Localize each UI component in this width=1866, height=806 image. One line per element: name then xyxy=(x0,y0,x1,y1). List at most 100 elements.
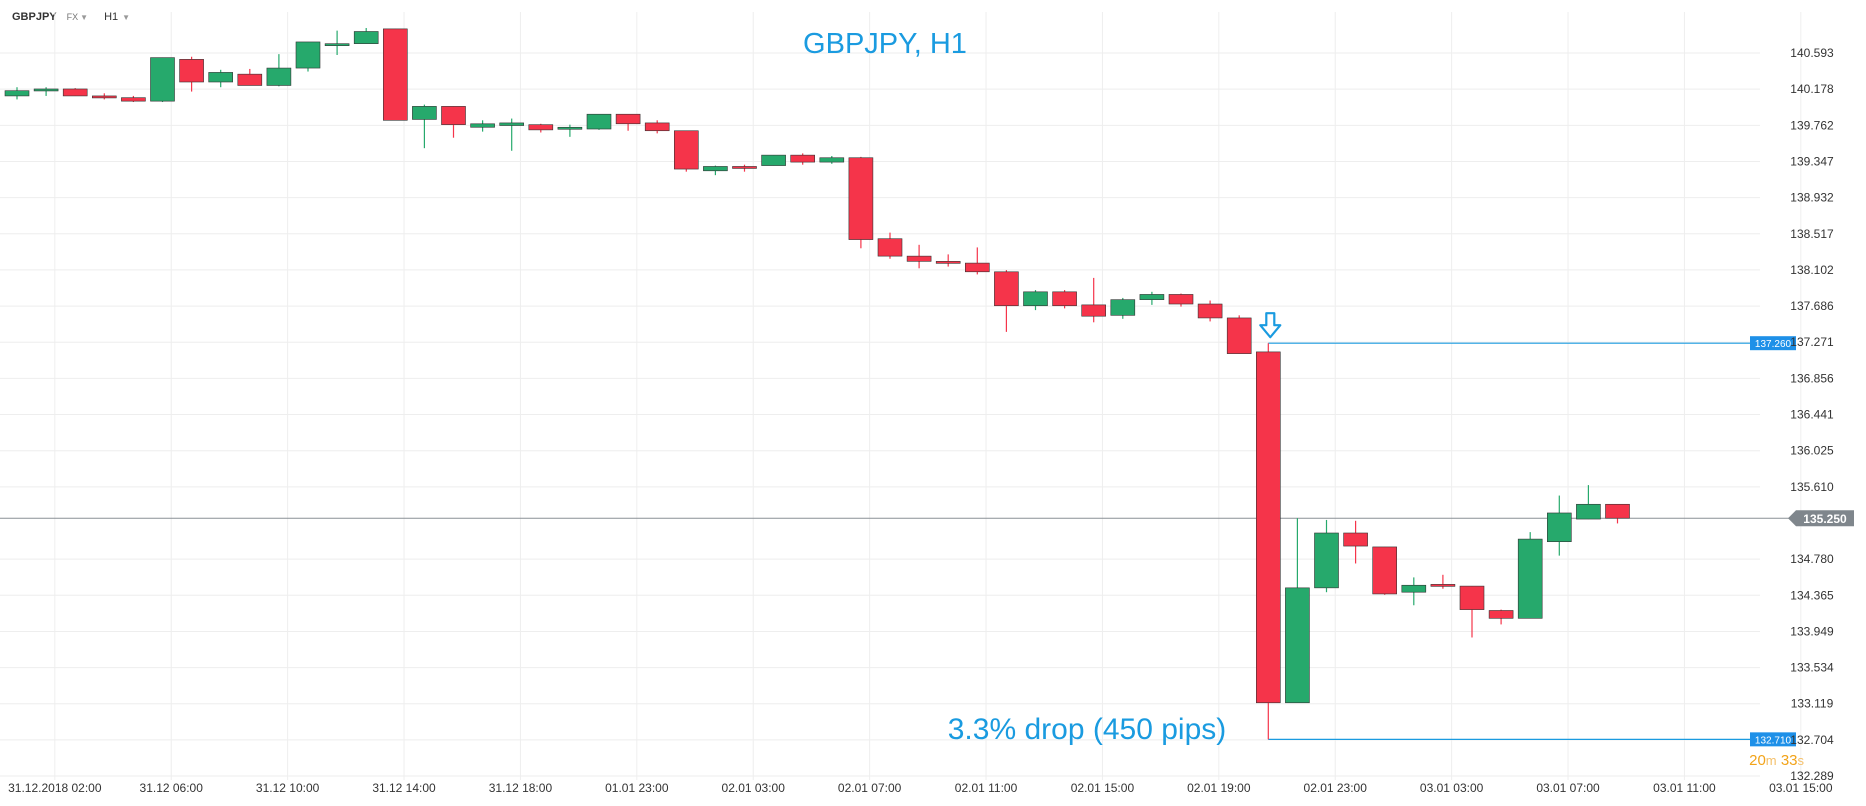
timeframe-dropdown-icon[interactable]: ▼ xyxy=(122,12,131,22)
candle[interactable] xyxy=(644,120,670,134)
candle[interactable] xyxy=(470,120,495,132)
chart-grid xyxy=(0,12,1802,780)
candle-body-down xyxy=(62,88,88,97)
candle-body-up xyxy=(295,41,321,69)
candle-body-down xyxy=(121,97,146,102)
candle[interactable] xyxy=(150,57,175,103)
current-price-label: 135.250 xyxy=(1803,512,1847,526)
candle[interactable] xyxy=(615,113,641,131)
candle[interactable] xyxy=(1547,495,1572,556)
candle[interactable] xyxy=(1430,574,1456,589)
timeframe-label[interactable]: H1 xyxy=(104,11,119,23)
chart-title: GBPJPY, H1 xyxy=(803,28,967,60)
countdown-minutes: 20 xyxy=(1749,752,1766,769)
candle[interactable] xyxy=(1052,290,1077,309)
candle-body-down xyxy=(1372,546,1397,595)
price-tick-label: 139.347 xyxy=(1790,154,1834,168)
candle[interactable] xyxy=(557,124,583,137)
candle[interactable] xyxy=(324,30,350,56)
candle[interactable] xyxy=(1226,315,1252,354)
time-tick-label: 02.01 19:00 xyxy=(1187,781,1251,795)
candle[interactable] xyxy=(994,270,1019,332)
candle[interactable] xyxy=(208,69,233,88)
candle-body-up xyxy=(1285,587,1310,704)
candle-body-down xyxy=(906,255,932,262)
candle[interactable] xyxy=(1488,609,1514,625)
price-tick-label: 137.686 xyxy=(1790,299,1834,313)
candle[interactable] xyxy=(499,118,525,151)
candle[interactable] xyxy=(441,106,466,138)
candle-body-down xyxy=(1168,294,1194,305)
candle-body-up xyxy=(586,113,612,130)
symbol-label[interactable]: GBPJPY xyxy=(12,11,57,23)
candle[interactable] xyxy=(1372,546,1397,595)
candle[interactable] xyxy=(848,156,874,249)
price-tick-label: 135.610 xyxy=(1790,480,1834,494)
price-tick-label: 133.949 xyxy=(1790,624,1834,638)
price-tick-label: 138.102 xyxy=(1790,263,1834,277)
candle-body-up xyxy=(1576,503,1601,520)
candle[interactable] xyxy=(1110,297,1136,319)
signal-arrow-icon xyxy=(1259,312,1282,339)
candle[interactable] xyxy=(1401,577,1427,606)
candle[interactable] xyxy=(1256,343,1281,740)
drop-annotation: 3.3% drop (450 pips) xyxy=(948,713,1227,746)
candle[interactable] xyxy=(179,56,204,92)
market-dropdown-icon[interactable]: ▼ xyxy=(80,12,89,22)
time-tick-label: 02.01 07:00 xyxy=(838,781,902,795)
candle[interactable] xyxy=(586,113,612,130)
candle[interactable] xyxy=(1605,503,1630,524)
bar-countdown: 20m 33s xyxy=(1749,752,1804,769)
price-tick-label: 138.932 xyxy=(1790,191,1834,205)
candle-body-up xyxy=(33,88,59,92)
time-tick-label: 02.01 15:00 xyxy=(1071,781,1135,795)
candle[interactable] xyxy=(877,232,903,259)
candle[interactable] xyxy=(382,28,408,121)
candle[interactable] xyxy=(412,104,437,149)
candle[interactable] xyxy=(703,165,728,176)
candle[interactable] xyxy=(1343,520,1368,564)
candle[interactable] xyxy=(295,41,321,72)
candle[interactable] xyxy=(92,93,117,100)
candle[interactable] xyxy=(1517,532,1543,619)
candle[interactable] xyxy=(1459,585,1485,638)
candle-body-down xyxy=(877,238,903,257)
time-tick-label: 31.12 18:00 xyxy=(489,781,553,795)
candle[interactable] xyxy=(4,87,30,100)
candle[interactable] xyxy=(1081,277,1106,323)
candle[interactable] xyxy=(1314,519,1339,593)
candle[interactable] xyxy=(761,154,786,166)
candle[interactable] xyxy=(790,153,816,165)
candle[interactable] xyxy=(1023,290,1048,311)
time-tick-label: 31.12 06:00 xyxy=(140,781,204,795)
candle[interactable] xyxy=(1576,485,1601,520)
candle[interactable] xyxy=(121,95,146,103)
candle[interactable] xyxy=(237,68,263,86)
candle-body-down xyxy=(179,59,204,83)
price-tick-label: 137.271 xyxy=(1790,335,1834,349)
candle[interactable] xyxy=(62,88,88,97)
candle-body-up xyxy=(266,67,292,86)
candle[interactable] xyxy=(1168,293,1194,307)
candle[interactable] xyxy=(528,123,554,133)
candle-body-down xyxy=(441,106,466,125)
candle-body-up xyxy=(1023,291,1048,307)
candle[interactable] xyxy=(33,87,59,96)
candle-body-down xyxy=(732,166,757,169)
time-tick-label: 31.12 14:00 xyxy=(372,781,436,795)
time-tick-label: 03.01 03:00 xyxy=(1420,781,1484,795)
candle[interactable] xyxy=(1197,300,1223,322)
candle[interactable] xyxy=(353,28,379,44)
candle[interactable] xyxy=(906,244,932,269)
candle[interactable] xyxy=(935,254,961,267)
candle[interactable] xyxy=(732,164,757,172)
candle[interactable] xyxy=(673,130,699,172)
candle[interactable] xyxy=(1285,518,1310,704)
candle[interactable] xyxy=(964,247,990,275)
time-tick-label: 02.01 23:00 xyxy=(1304,781,1368,795)
candle[interactable] xyxy=(266,54,292,87)
candle-body-down xyxy=(1197,303,1223,319)
candle[interactable] xyxy=(819,155,845,164)
candle[interactable] xyxy=(1139,291,1165,305)
